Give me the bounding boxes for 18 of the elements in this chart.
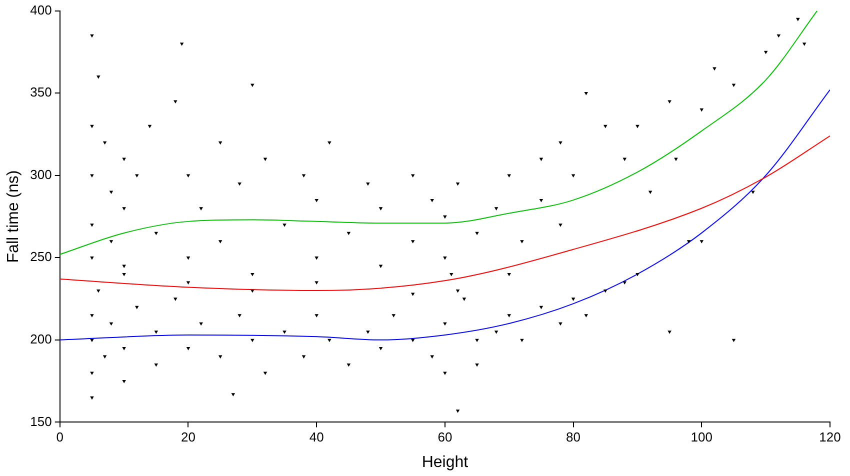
y-tick-label: 150 [30, 414, 52, 429]
x-tick-label: 20 [181, 430, 196, 445]
y-tick-label: 300 [30, 166, 52, 182]
line-series [60, 135, 830, 292]
y-tick-label: 400 [30, 2, 52, 18]
y-axis-title: Fall time (ns) [5, 170, 22, 263]
y-tick-label: 200 [30, 332, 52, 346]
x-tick-label: 80 [566, 430, 581, 445]
line-series [60, 89, 830, 340]
x-tick-label: 100 [690, 430, 712, 445]
y-tick-label: 250 [30, 249, 52, 264]
x-tick-label: 120 [819, 430, 841, 445]
x-axis-title: Height [422, 454, 469, 471]
x-tick-label: 0 [56, 430, 64, 445]
y-tick-label: 350 [30, 84, 52, 100]
line-series [60, 10, 818, 255]
x-tick-label: 60 [438, 430, 452, 445]
x-tick-label: 40 [309, 430, 324, 445]
